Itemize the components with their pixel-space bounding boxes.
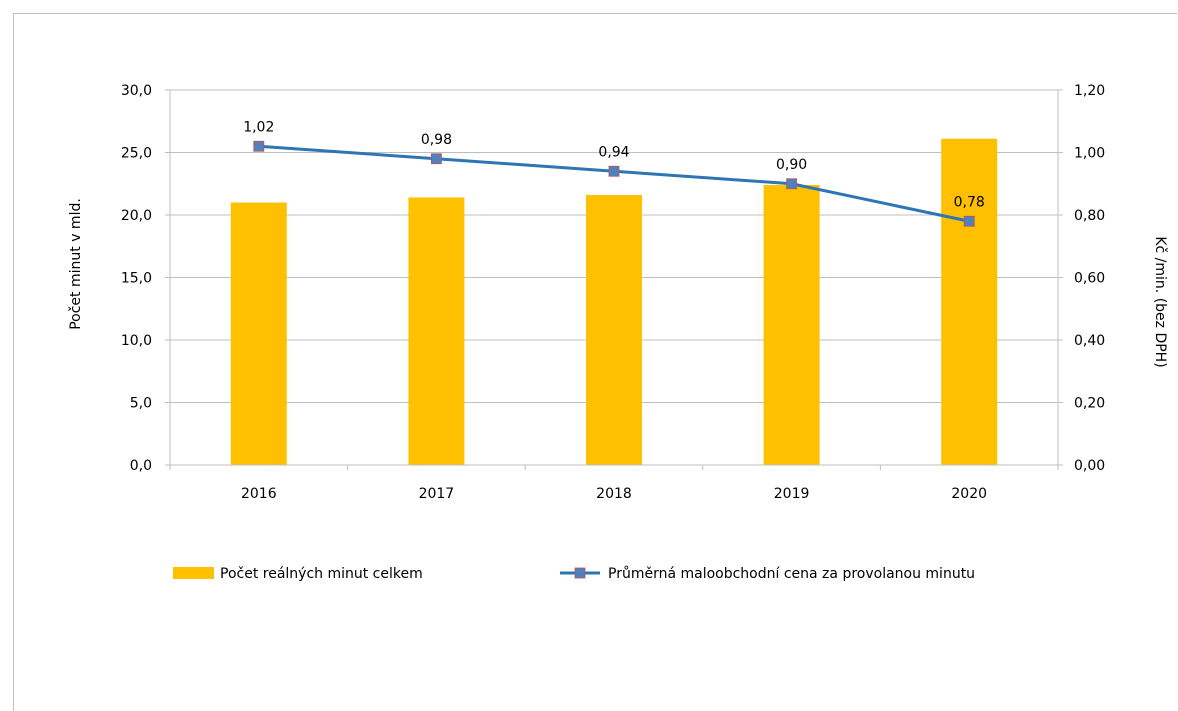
- y-right-tick-label: 0,00: [1074, 458, 1105, 474]
- x-tick-label: 2017: [419, 486, 455, 502]
- price-data-label: 0,94: [598, 144, 629, 160]
- axes: [165, 89, 1063, 470]
- price-data-label: 1,02: [243, 119, 274, 135]
- legend-line-label: Průměrná maloobchodní cena za provolanou…: [608, 566, 975, 582]
- y-right-tick-label: 1,00: [1074, 146, 1105, 162]
- bar-2019: [763, 185, 820, 465]
- price-marker-2016: [253, 140, 265, 152]
- legend-bar-swatch: [173, 567, 214, 579]
- bar-2017: [408, 197, 465, 465]
- bar-2020: [941, 138, 998, 465]
- legend-line-marker: [574, 567, 586, 579]
- y-right-tick-label: 0,80: [1074, 208, 1105, 224]
- price-marker-2020: [963, 215, 975, 227]
- legend-bar-label: Počet reálných minut celkem: [220, 566, 423, 582]
- price-marker-2018: [608, 165, 620, 177]
- chart-frame: [13, 13, 1177, 711]
- bar-2016: [230, 202, 287, 465]
- y-right-tick-label: 0,60: [1074, 271, 1105, 287]
- y-left-tick-label: 15,0: [121, 271, 152, 287]
- x-tick-label: 2016: [241, 486, 277, 502]
- price-data-label: 0,98: [421, 132, 452, 148]
- price-data-label: 0,90: [776, 157, 807, 173]
- y-right-tick-label: 0,40: [1074, 333, 1105, 349]
- y-left-tick-label: 5,0: [130, 396, 152, 412]
- x-tick-label: 2018: [596, 486, 632, 502]
- tick-labels: 0,0 5,0 10,0 15,0 20,0 25,0 30,0 0,00 0,20 0,40 0,…: [121, 83, 1105, 502]
- bar-series: [230, 138, 998, 465]
- price-marker-2017: [430, 153, 442, 165]
- price-data-label: 0,78: [954, 194, 985, 210]
- x-tick-label: 2020: [951, 486, 987, 502]
- y-left-tick-label: 30,0: [121, 83, 152, 99]
- y-right-axis-title: Kč /min. (bez DPH): [1152, 236, 1168, 367]
- legend: Počet reálných minut celkem Průměrná mal…: [173, 566, 975, 582]
- line-series: [253, 140, 975, 227]
- bar-2018: [586, 195, 642, 465]
- y-left-axis-title: Počet minut v mld.: [68, 198, 84, 330]
- data-labels: 1,02 0,98 0,94 0,90 0,78: [243, 119, 985, 210]
- price-marker-2019: [786, 178, 797, 190]
- y-left-tick-label: 0,0: [130, 458, 152, 474]
- y-left-tick-label: 20,0: [121, 208, 152, 224]
- y-left-tick-label: 10,0: [121, 333, 152, 349]
- y-left-tick-label: 25,0: [121, 146, 152, 162]
- y-right-tick-label: 0,20: [1074, 396, 1105, 412]
- y-right-tick-label: 1,20: [1074, 83, 1105, 99]
- x-tick-label: 2019: [774, 486, 810, 502]
